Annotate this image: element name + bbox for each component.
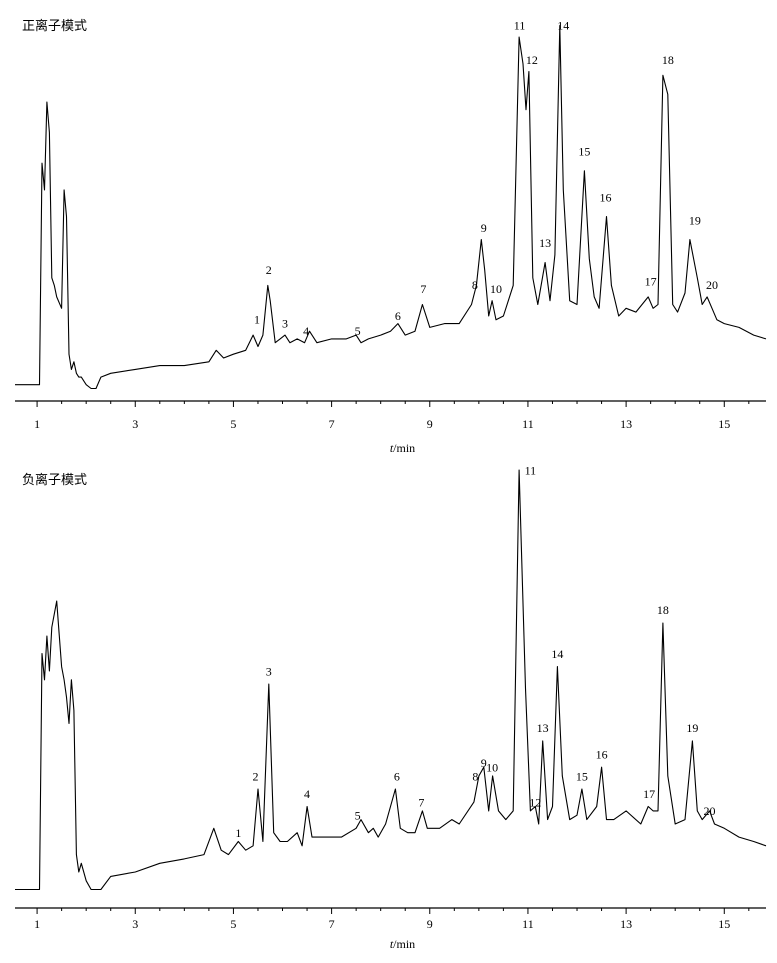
positive-chromatogram-trace xyxy=(15,25,767,390)
positive-peak-label-11: 11 xyxy=(514,18,526,32)
negative-peak-label-9: 9 xyxy=(481,756,487,770)
negative-peak-label-6: 6 xyxy=(394,769,400,783)
positive-peak-label-4: 4 xyxy=(303,324,309,338)
negative-x-tick-label-3: 3 xyxy=(132,917,138,931)
negative-mode-title: 负离子模式 xyxy=(22,472,87,488)
negative-x-tick-label-15: 15 xyxy=(718,917,730,931)
positive-x-tick-label-15: 15 xyxy=(718,417,730,431)
positive-peak-label-9: 9 xyxy=(481,221,487,235)
positive-peak-label-10: 10 xyxy=(490,282,502,296)
positive-x-tick-label-9: 9 xyxy=(427,417,433,431)
negative-peak-label-2: 2 xyxy=(253,769,259,783)
positive-peak-label-13: 13 xyxy=(539,236,551,250)
positive-peak-label-7: 7 xyxy=(420,282,426,296)
negative-peak-label-3: 3 xyxy=(266,664,272,678)
negative-peak-label-7: 7 xyxy=(418,795,424,809)
negative-peak-label-19: 19 xyxy=(686,721,698,735)
positive-x-tick-label-13: 13 xyxy=(620,417,632,431)
positive-x-tick-label-5: 5 xyxy=(230,417,236,431)
positive-x-tick-label-3: 3 xyxy=(132,417,138,431)
negative-peak-label-13: 13 xyxy=(537,721,549,735)
positive-peak-label-2: 2 xyxy=(266,263,272,277)
positive-peak-label-17: 17 xyxy=(645,274,657,288)
positive-x-tick-label-1: 1 xyxy=(34,417,40,431)
negative-x-tick-label-11: 11 xyxy=(522,917,534,931)
positive-peak-label-5: 5 xyxy=(355,324,361,338)
positive-peak-label-16: 16 xyxy=(599,190,611,204)
negative-x-tick-label-13: 13 xyxy=(620,917,632,931)
negative-peak-label-16: 16 xyxy=(596,747,608,761)
positive-mode-title: 正离子模式 xyxy=(22,18,87,34)
negative-peak-label-1: 1 xyxy=(235,826,241,840)
positive-peak-label-1: 1 xyxy=(254,313,260,327)
negative-x-tick-label-1: 1 xyxy=(34,917,40,931)
negative-peak-label-18: 18 xyxy=(657,603,669,617)
positive-peak-label-18: 18 xyxy=(662,53,674,67)
negative-peak-label-4: 4 xyxy=(304,787,310,801)
negative-x-axis-label-unit: /min xyxy=(393,937,415,951)
negative-peak-label-17: 17 xyxy=(643,787,655,801)
positive-x-axis-label: t/min xyxy=(390,441,415,455)
negative-peak-label-12: 12 xyxy=(529,795,541,809)
negative-x-axis-label: t/min xyxy=(390,937,415,951)
negative-x-tick-label-7: 7 xyxy=(329,917,335,931)
positive-x-axis-label-unit: /min xyxy=(393,441,415,455)
negative-peak-label-15: 15 xyxy=(576,769,588,783)
positive-x-tick-label-11: 11 xyxy=(522,417,534,431)
positive-peak-label-6: 6 xyxy=(395,309,401,323)
positive-peak-label-8: 8 xyxy=(472,278,478,292)
negative-peak-label-5: 5 xyxy=(355,809,361,823)
negative-x-axis-label-symbol: t xyxy=(390,937,394,951)
negative-x-tick-label-9: 9 xyxy=(427,917,433,931)
positive-peak-label-14: 14 xyxy=(557,18,569,32)
positive-peak-label-12: 12 xyxy=(526,53,538,67)
positive-peak-label-15: 15 xyxy=(578,145,590,159)
positive-peak-label-3: 3 xyxy=(282,316,288,330)
negative-peak-label-8: 8 xyxy=(472,769,478,783)
negative-peak-label-11: 11 xyxy=(525,463,537,477)
negative-peak-label-10: 10 xyxy=(486,761,498,775)
positive-x-tick-label-7: 7 xyxy=(329,417,335,431)
positive-peak-label-19: 19 xyxy=(689,213,701,227)
positive-peak-label-20: 20 xyxy=(706,278,718,292)
negative-peak-label-14: 14 xyxy=(551,647,563,661)
negative-chromatogram-trace xyxy=(15,469,767,891)
negative-x-tick-label-5: 5 xyxy=(230,917,236,931)
negative-peak-label-20: 20 xyxy=(704,804,716,818)
positive-x-axis-label-symbol: t xyxy=(390,441,394,455)
